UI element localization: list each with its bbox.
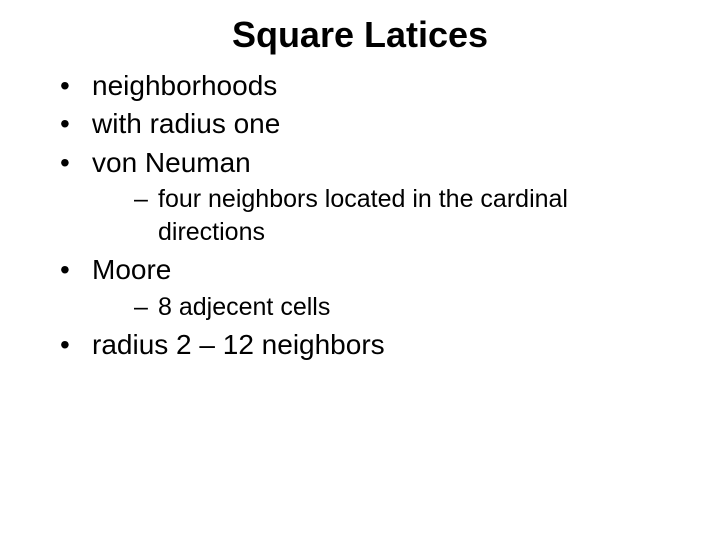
bullet-text: 8 adjecent cells bbox=[158, 293, 330, 321]
list-item: Moore 8 adjecent cells bbox=[60, 252, 680, 323]
sub-bullet-list: four neighbors located in the cardinal d… bbox=[92, 183, 680, 248]
list-item: von Neuman four neighbors located in the… bbox=[60, 145, 680, 248]
bullet-text: four neighbors located in the cardinal d… bbox=[158, 185, 568, 246]
bullet-text: radius 2 – 12 neighbors bbox=[92, 329, 385, 360]
list-item: four neighbors located in the cardinal d… bbox=[134, 183, 680, 248]
bullet-text: von Neuman bbox=[92, 147, 251, 178]
list-item: neighborhoods bbox=[60, 68, 680, 104]
slide-title: Square Latices bbox=[0, 0, 720, 66]
list-item: with radius one bbox=[60, 106, 680, 142]
bullet-text: Moore bbox=[92, 254, 171, 285]
sub-bullet-list: 8 adjecent cells bbox=[92, 291, 680, 324]
list-item: radius 2 – 12 neighbors bbox=[60, 327, 680, 363]
bullet-text: neighborhoods bbox=[92, 70, 277, 101]
slide: Square Latices neighborhoods with radius… bbox=[0, 0, 720, 540]
bullet-text: with radius one bbox=[92, 108, 280, 139]
list-item: 8 adjecent cells bbox=[134, 291, 680, 324]
bullet-list: neighborhoods with radius one von Neuman… bbox=[0, 68, 720, 363]
